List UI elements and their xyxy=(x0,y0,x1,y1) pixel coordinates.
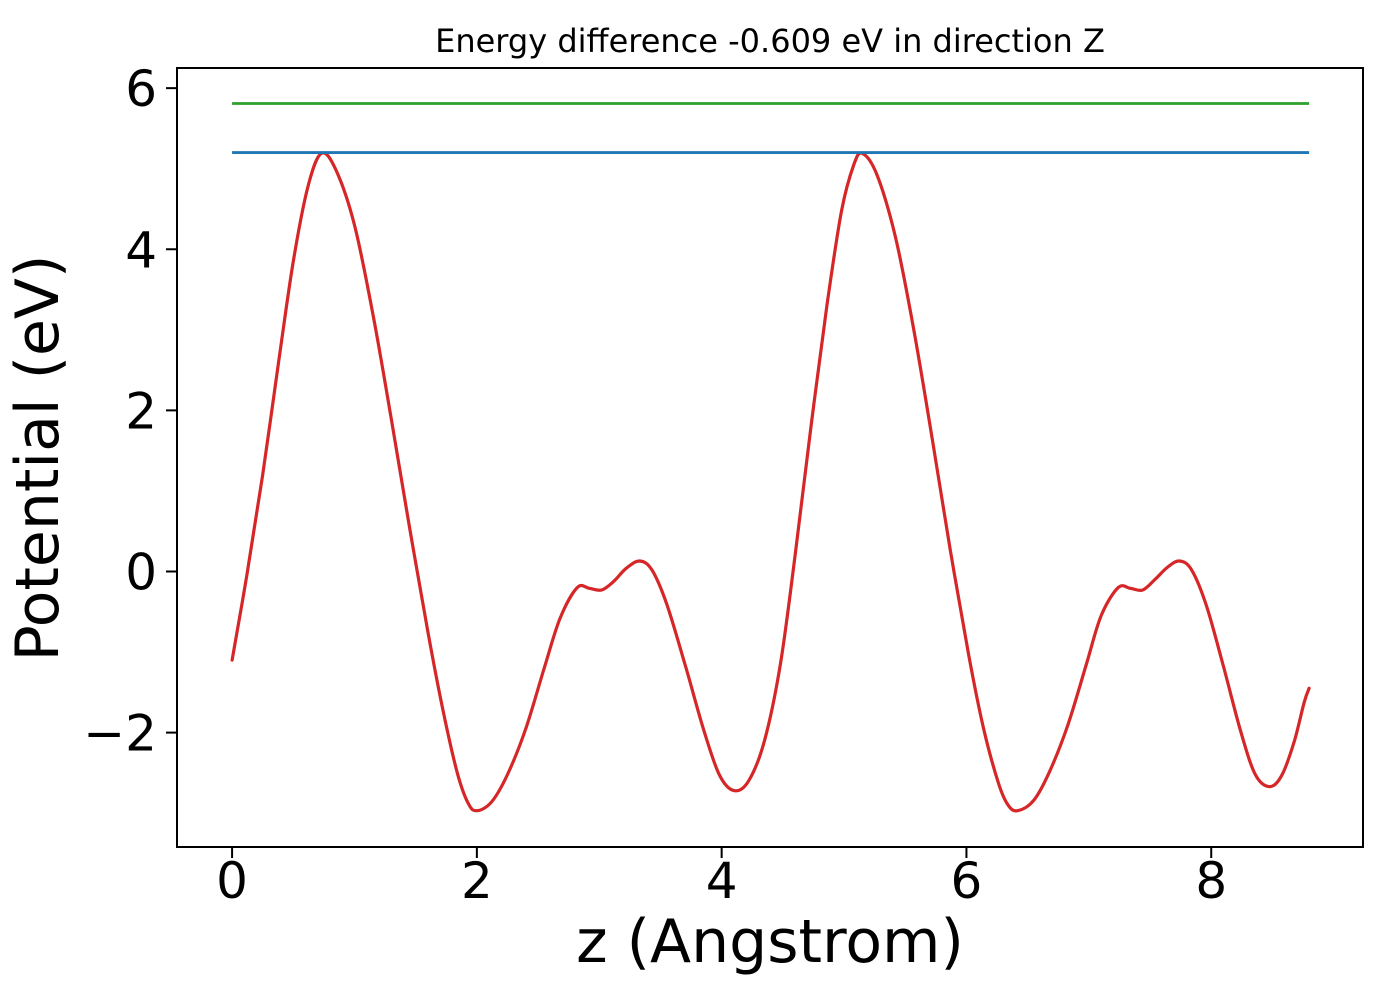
y-tick-label: 6 xyxy=(125,60,157,118)
y-axis-ticks: 6 4 2 0 −2 xyxy=(83,60,177,763)
chart-title: Energy difference -0.609 eV in direction… xyxy=(435,22,1105,60)
x-tick-label: 2 xyxy=(461,852,493,910)
plot-area xyxy=(176,67,1364,848)
series-planar-average-potential xyxy=(230,151,1311,813)
y-tick-label: 2 xyxy=(125,382,157,440)
y-axis-label: Potential (eV) xyxy=(3,255,73,662)
x-axis-label: z (Angstrom) xyxy=(576,907,964,977)
x-tick-label: 6 xyxy=(951,852,983,910)
x-tick-label: 0 xyxy=(216,852,248,910)
x-tick-label: 4 xyxy=(706,852,738,910)
y-tick-label: 4 xyxy=(125,221,157,279)
y-tick-label: 0 xyxy=(125,543,157,601)
x-axis-ticks: 0 2 4 6 8 xyxy=(216,847,1227,910)
y-tick-label: −2 xyxy=(83,705,157,763)
plot-series xyxy=(230,102,1311,813)
x-tick-label: 8 xyxy=(1195,852,1227,910)
